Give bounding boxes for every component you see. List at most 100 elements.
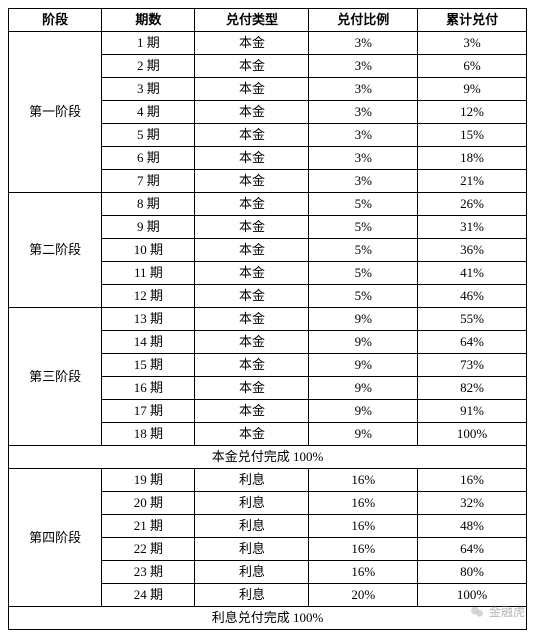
ratio-cell: 16% — [309, 469, 418, 492]
period-cell: 16 期 — [102, 377, 195, 400]
period-cell: 9 期 — [102, 216, 195, 239]
ratio-cell: 16% — [309, 538, 418, 561]
stage-cell: 第三阶段 — [9, 308, 102, 446]
cumulative-cell: 41% — [418, 262, 527, 285]
header-ratio: 兑付比例 — [309, 9, 418, 32]
cumulative-cell: 18% — [418, 147, 527, 170]
type-cell: 本金 — [195, 423, 309, 446]
ratio-cell: 16% — [309, 561, 418, 584]
ratio-cell: 3% — [309, 147, 418, 170]
period-cell: 10 期 — [102, 239, 195, 262]
period-cell: 24 期 — [102, 584, 195, 607]
type-cell: 利息 — [195, 492, 309, 515]
ratio-cell: 5% — [309, 262, 418, 285]
ratio-cell: 9% — [309, 400, 418, 423]
ratio-cell: 9% — [309, 354, 418, 377]
ratio-cell: 3% — [309, 124, 418, 147]
cumulative-cell: 82% — [418, 377, 527, 400]
period-cell: 20 期 — [102, 492, 195, 515]
ratio-cell: 5% — [309, 285, 418, 308]
ratio-cell: 9% — [309, 331, 418, 354]
ratio-cell: 9% — [309, 423, 418, 446]
cumulative-cell: 73% — [418, 354, 527, 377]
ratio-cell: 3% — [309, 32, 418, 55]
table-body: 第一阶段1 期本金3%3%2 期本金3%6%3 期本金3%9%4 期本金3%12… — [9, 32, 527, 630]
cumulative-cell: 9% — [418, 78, 527, 101]
type-cell: 利息 — [195, 584, 309, 607]
ratio-cell: 3% — [309, 170, 418, 193]
cumulative-cell: 31% — [418, 216, 527, 239]
header-period: 期数 — [102, 9, 195, 32]
watermark-text: 金融虎 — [489, 603, 525, 620]
cumulative-cell: 16% — [418, 469, 527, 492]
subtotal-cell: 利息兑付完成 100% — [9, 607, 527, 630]
type-cell: 本金 — [195, 285, 309, 308]
type-cell: 本金 — [195, 400, 309, 423]
cumulative-cell: 26% — [418, 193, 527, 216]
stage-cell: 第一阶段 — [9, 32, 102, 193]
period-cell: 18 期 — [102, 423, 195, 446]
type-cell: 本金 — [195, 55, 309, 78]
cumulative-cell: 36% — [418, 239, 527, 262]
type-cell: 本金 — [195, 32, 309, 55]
period-cell: 2 期 — [102, 55, 195, 78]
cumulative-cell: 12% — [418, 101, 527, 124]
stage-cell: 第四阶段 — [9, 469, 102, 607]
ratio-cell: 3% — [309, 55, 418, 78]
cumulative-cell: 80% — [418, 561, 527, 584]
period-cell: 5 期 — [102, 124, 195, 147]
subtotal-cell: 本金兑付完成 100% — [9, 446, 527, 469]
type-cell: 本金 — [195, 354, 309, 377]
ratio-cell: 16% — [309, 492, 418, 515]
subtotal-row: 本金兑付完成 100% — [9, 446, 527, 469]
period-cell: 15 期 — [102, 354, 195, 377]
ratio-cell: 3% — [309, 78, 418, 101]
ratio-cell: 3% — [309, 101, 418, 124]
ratio-cell: 9% — [309, 308, 418, 331]
cumulative-cell: 6% — [418, 55, 527, 78]
cumulative-cell: 3% — [418, 32, 527, 55]
type-cell: 本金 — [195, 170, 309, 193]
type-cell: 本金 — [195, 101, 309, 124]
period-cell: 21 期 — [102, 515, 195, 538]
period-cell: 7 期 — [102, 170, 195, 193]
header-row: 阶段 期数 兑付类型 兑付比例 累计兑付 — [9, 9, 527, 32]
type-cell: 本金 — [195, 239, 309, 262]
period-cell: 13 期 — [102, 308, 195, 331]
table-row: 第一阶段1 期本金3%3% — [9, 32, 527, 55]
cumulative-cell: 64% — [418, 331, 527, 354]
type-cell: 本金 — [195, 262, 309, 285]
period-cell: 22 期 — [102, 538, 195, 561]
type-cell: 利息 — [195, 515, 309, 538]
type-cell: 本金 — [195, 331, 309, 354]
cumulative-cell: 64% — [418, 538, 527, 561]
wechat-icon — [469, 604, 485, 620]
period-cell: 14 期 — [102, 331, 195, 354]
cumulative-cell: 15% — [418, 124, 527, 147]
cumulative-cell: 48% — [418, 515, 527, 538]
cumulative-cell: 100% — [418, 423, 527, 446]
period-cell: 23 期 — [102, 561, 195, 584]
type-cell: 本金 — [195, 216, 309, 239]
period-cell: 8 期 — [102, 193, 195, 216]
ratio-cell: 9% — [309, 377, 418, 400]
ratio-cell: 5% — [309, 193, 418, 216]
cumulative-cell: 91% — [418, 400, 527, 423]
type-cell: 本金 — [195, 78, 309, 101]
ratio-cell: 5% — [309, 216, 418, 239]
subtotal-row: 利息兑付完成 100% — [9, 607, 527, 630]
type-cell: 本金 — [195, 377, 309, 400]
type-cell: 本金 — [195, 124, 309, 147]
table-row: 第三阶段13 期本金9%55% — [9, 308, 527, 331]
cumulative-cell: 55% — [418, 308, 527, 331]
table-row: 第二阶段8 期本金5%26% — [9, 193, 527, 216]
ratio-cell: 5% — [309, 239, 418, 262]
cumulative-cell: 46% — [418, 285, 527, 308]
ratio-cell: 20% — [309, 584, 418, 607]
type-cell: 本金 — [195, 193, 309, 216]
period-cell: 19 期 — [102, 469, 195, 492]
type-cell: 本金 — [195, 308, 309, 331]
header-stage: 阶段 — [9, 9, 102, 32]
type-cell: 利息 — [195, 538, 309, 561]
type-cell: 利息 — [195, 561, 309, 584]
